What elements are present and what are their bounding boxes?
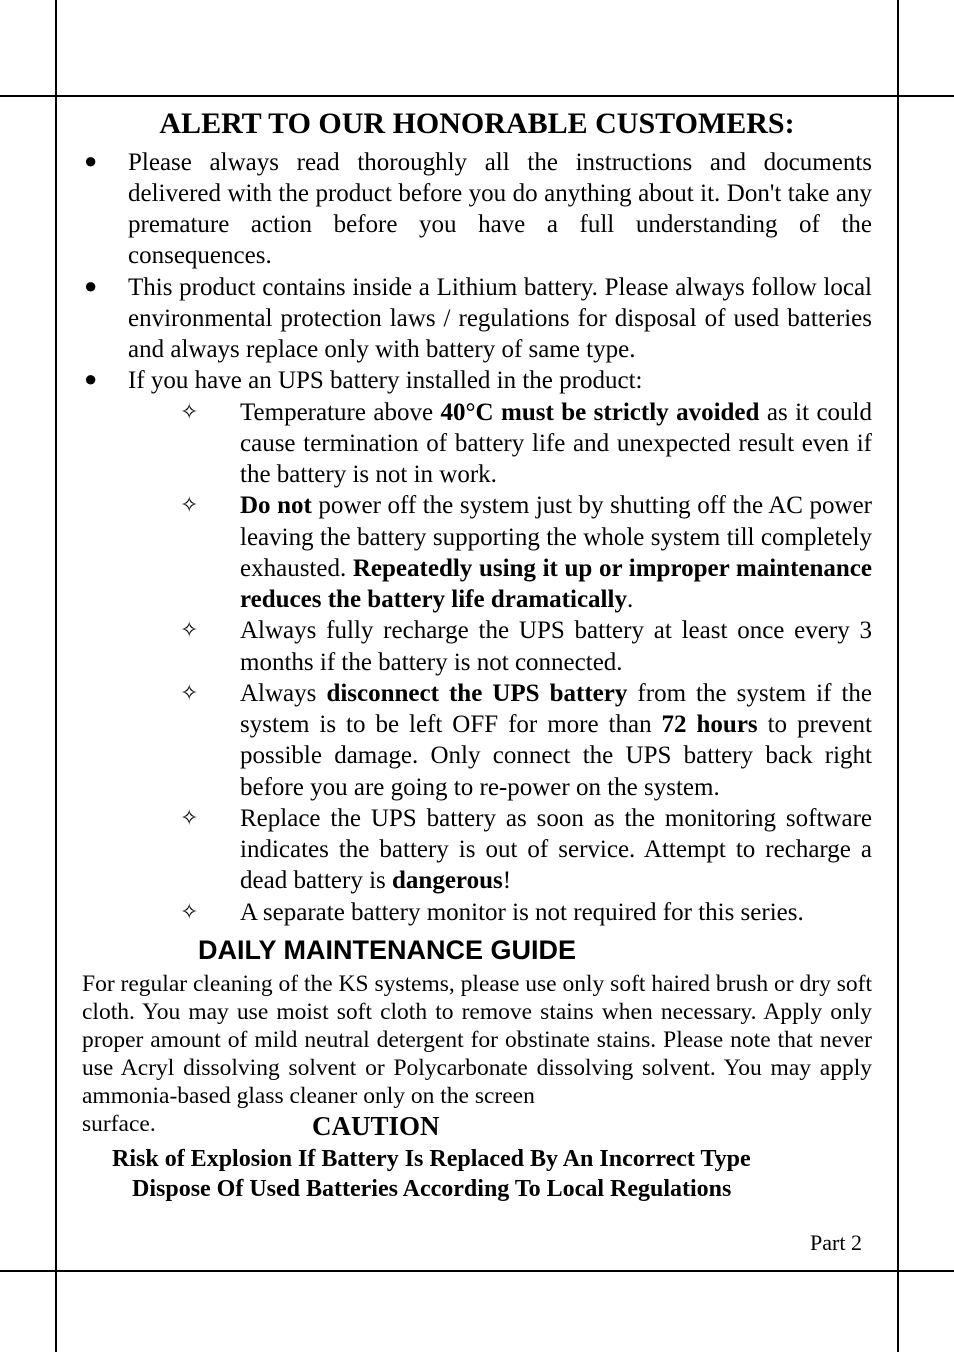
page: ALERT TO OUR HONORABLE CUSTOMERS: ● Plea… (0, 0, 954, 1352)
sub-bullet-item: ✧ Temperature above 40°C must be strictl… (180, 397, 872, 491)
sub-bullet-item: ✧ Always fully recharge the UPS battery … (180, 615, 872, 678)
daily-maintenance-title: DAILY MAINTENANCE GUIDE (198, 934, 872, 968)
sub-bullet-text: Do not power off the system just by shut… (240, 490, 872, 615)
bullet-item: ● This product contains inside a Lithium… (82, 272, 872, 366)
sub-bullet-item: ✧ Always disconnect the UPS battery from… (180, 678, 872, 803)
daily-maintenance-paragraph: For regular cleaning of the KS systems, … (82, 970, 872, 1111)
text-fragment-bold: Do not (240, 492, 312, 519)
bullet-icon: ● (82, 272, 128, 366)
text-fragment-bold: disconnect the UPS battery (326, 680, 627, 707)
text-fragment: . (627, 586, 633, 613)
text-fragment-bold: 72 hours (662, 711, 758, 738)
text-fragment: ! (503, 867, 511, 894)
text-fragment-bold: dangerous (392, 867, 503, 894)
sub-bullet-text: Replace the UPS battery as soon as the m… (240, 803, 872, 897)
diamond-icon: ✧ (180, 803, 240, 897)
bullet-item: ● Please always read thoroughly all the … (82, 147, 872, 272)
sub-bullet-item: ✧ A separate battery monitor is not requ… (180, 897, 872, 928)
border-line-left (55, 0, 57, 1352)
alert-title: ALERT TO OUR HONORABLE CUSTOMERS: (82, 105, 872, 143)
diamond-icon: ✧ (180, 490, 240, 615)
paragraph-tail: surface. (82, 1110, 312, 1144)
caution-line-2: Dispose Of Used Batteries According To L… (132, 1174, 872, 1204)
bullet-item: ● If you have an UPS battery installed i… (82, 365, 872, 396)
page-number: Part 2 (810, 1230, 862, 1256)
bullet-text: Please always read thoroughly all the in… (128, 147, 872, 272)
diamond-icon: ✧ (180, 897, 240, 928)
border-line-top (0, 95, 954, 97)
caution-title: CAUTION (312, 1110, 872, 1144)
text-fragment: Always (240, 680, 326, 707)
sub-bullet-text: A separate battery monitor is not requir… (240, 897, 872, 928)
diamond-icon: ✧ (180, 397, 240, 491)
border-line-bottom (0, 1270, 954, 1272)
caution-row: surface. CAUTION (82, 1110, 872, 1144)
bullet-text: If you have an UPS battery installed in … (128, 365, 872, 396)
content-area: ALERT TO OUR HONORABLE CUSTOMERS: ● Plea… (82, 105, 872, 1204)
bullet-text: This product contains inside a Lithium b… (128, 272, 872, 366)
text-fragment-bold: 40°C must be strictly avoided (441, 399, 760, 426)
text-fragment: Replace the UPS battery as soon as the m… (240, 805, 872, 895)
sub-bullet-text: Always disconnect the UPS battery from t… (240, 678, 872, 803)
text-fragment: Temperature above (240, 399, 441, 426)
sub-bullet-item: ✧ Replace the UPS battery as soon as the… (180, 803, 872, 897)
bullet-icon: ● (82, 147, 128, 272)
sub-bullet-text: Temperature above 40°C must be strictly … (240, 397, 872, 491)
bullet-icon: ● (82, 365, 128, 396)
border-line-right (897, 0, 899, 1352)
sub-bullet-item: ✧ Do not power off the system just by sh… (180, 490, 872, 615)
diamond-icon: ✧ (180, 615, 240, 678)
caution-line-1: Risk of Explosion If Battery Is Replaced… (112, 1144, 872, 1174)
diamond-icon: ✧ (180, 678, 240, 803)
sub-bullet-text: Always fully recharge the UPS battery at… (240, 615, 872, 678)
